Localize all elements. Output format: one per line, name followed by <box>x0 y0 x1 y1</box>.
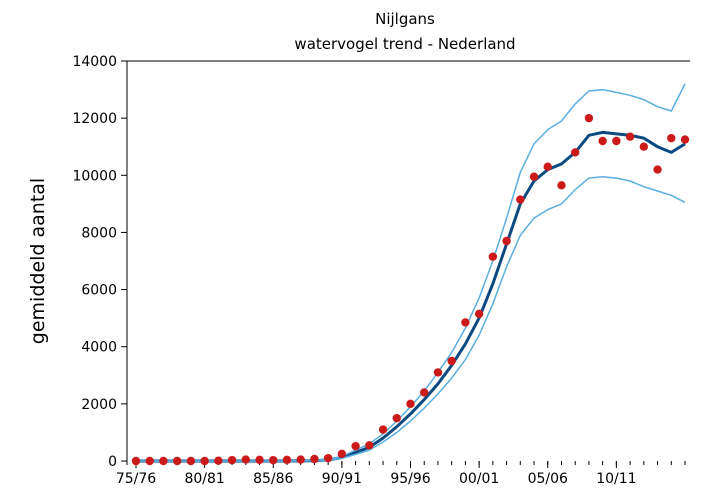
data-point <box>296 455 305 464</box>
data-point <box>323 453 333 463</box>
data-point <box>255 455 264 465</box>
y-tick-label: 0 <box>108 454 117 470</box>
data-point <box>516 195 525 204</box>
data-point <box>529 172 539 181</box>
data-point <box>639 142 649 151</box>
chart-subtitle: watervogel trend - Nederland <box>294 35 515 53</box>
data-point <box>447 356 456 366</box>
data-point <box>680 135 690 144</box>
x-tick-label: 10/11 <box>596 471 636 487</box>
trend-line <box>136 130 686 463</box>
data-point <box>378 425 388 434</box>
data-point <box>337 449 347 459</box>
plot-area: 0 2000 4000 6000 8000 10000 12000 14000 75/76 80/… <box>72 54 690 487</box>
data-point <box>172 456 182 466</box>
data-point <box>406 399 415 409</box>
data-point <box>351 441 360 451</box>
data-point <box>420 388 429 397</box>
chart-title: Nijlgans <box>375 10 435 28</box>
y-tick-label: 12000 <box>72 111 117 127</box>
data-point <box>392 413 401 423</box>
data-point <box>557 181 566 190</box>
y-tick-label: 8000 <box>81 225 117 241</box>
x-tick-label: 00/01 <box>459 471 499 487</box>
data-point <box>159 456 168 466</box>
data-point <box>543 162 552 171</box>
y-tick-label: 2000 <box>81 397 117 413</box>
lower-bound-line <box>136 175 686 462</box>
data-point <box>269 455 278 465</box>
data-point <box>474 309 484 319</box>
data-point <box>200 456 209 466</box>
y-tick-label: 4000 <box>81 340 117 356</box>
data-point <box>612 136 621 146</box>
data-point <box>214 456 223 465</box>
data-point <box>433 368 443 377</box>
data-point <box>667 133 676 143</box>
data-point <box>131 456 141 466</box>
data-point <box>502 236 511 246</box>
x-tick-label: 80/81 <box>184 471 224 487</box>
y-tick-label: 6000 <box>81 283 117 299</box>
data-point <box>571 148 580 157</box>
x-tick-label: 95/96 <box>390 471 430 487</box>
data-point <box>461 318 470 327</box>
data-point <box>365 441 374 450</box>
data-point <box>282 455 292 465</box>
data-point <box>584 113 594 123</box>
y-axis-title: gemiddeld aantal <box>27 178 49 344</box>
y-tick-label: 10000 <box>72 168 117 184</box>
data-point <box>488 252 498 261</box>
data-point <box>653 165 662 174</box>
x-tick-label: 75/76 <box>116 471 156 487</box>
x-tick-label: 85/86 <box>253 471 293 487</box>
x-tick-label: 05/06 <box>528 471 568 487</box>
data-point <box>227 455 237 465</box>
data-point <box>186 456 196 466</box>
data-point <box>598 136 607 146</box>
x-tick-label: 90/91 <box>322 471 362 487</box>
data-point <box>145 456 154 466</box>
y-tick-label: 14000 <box>72 54 117 70</box>
data-point <box>310 454 319 464</box>
data-point <box>241 455 250 464</box>
data-point <box>625 132 635 141</box>
